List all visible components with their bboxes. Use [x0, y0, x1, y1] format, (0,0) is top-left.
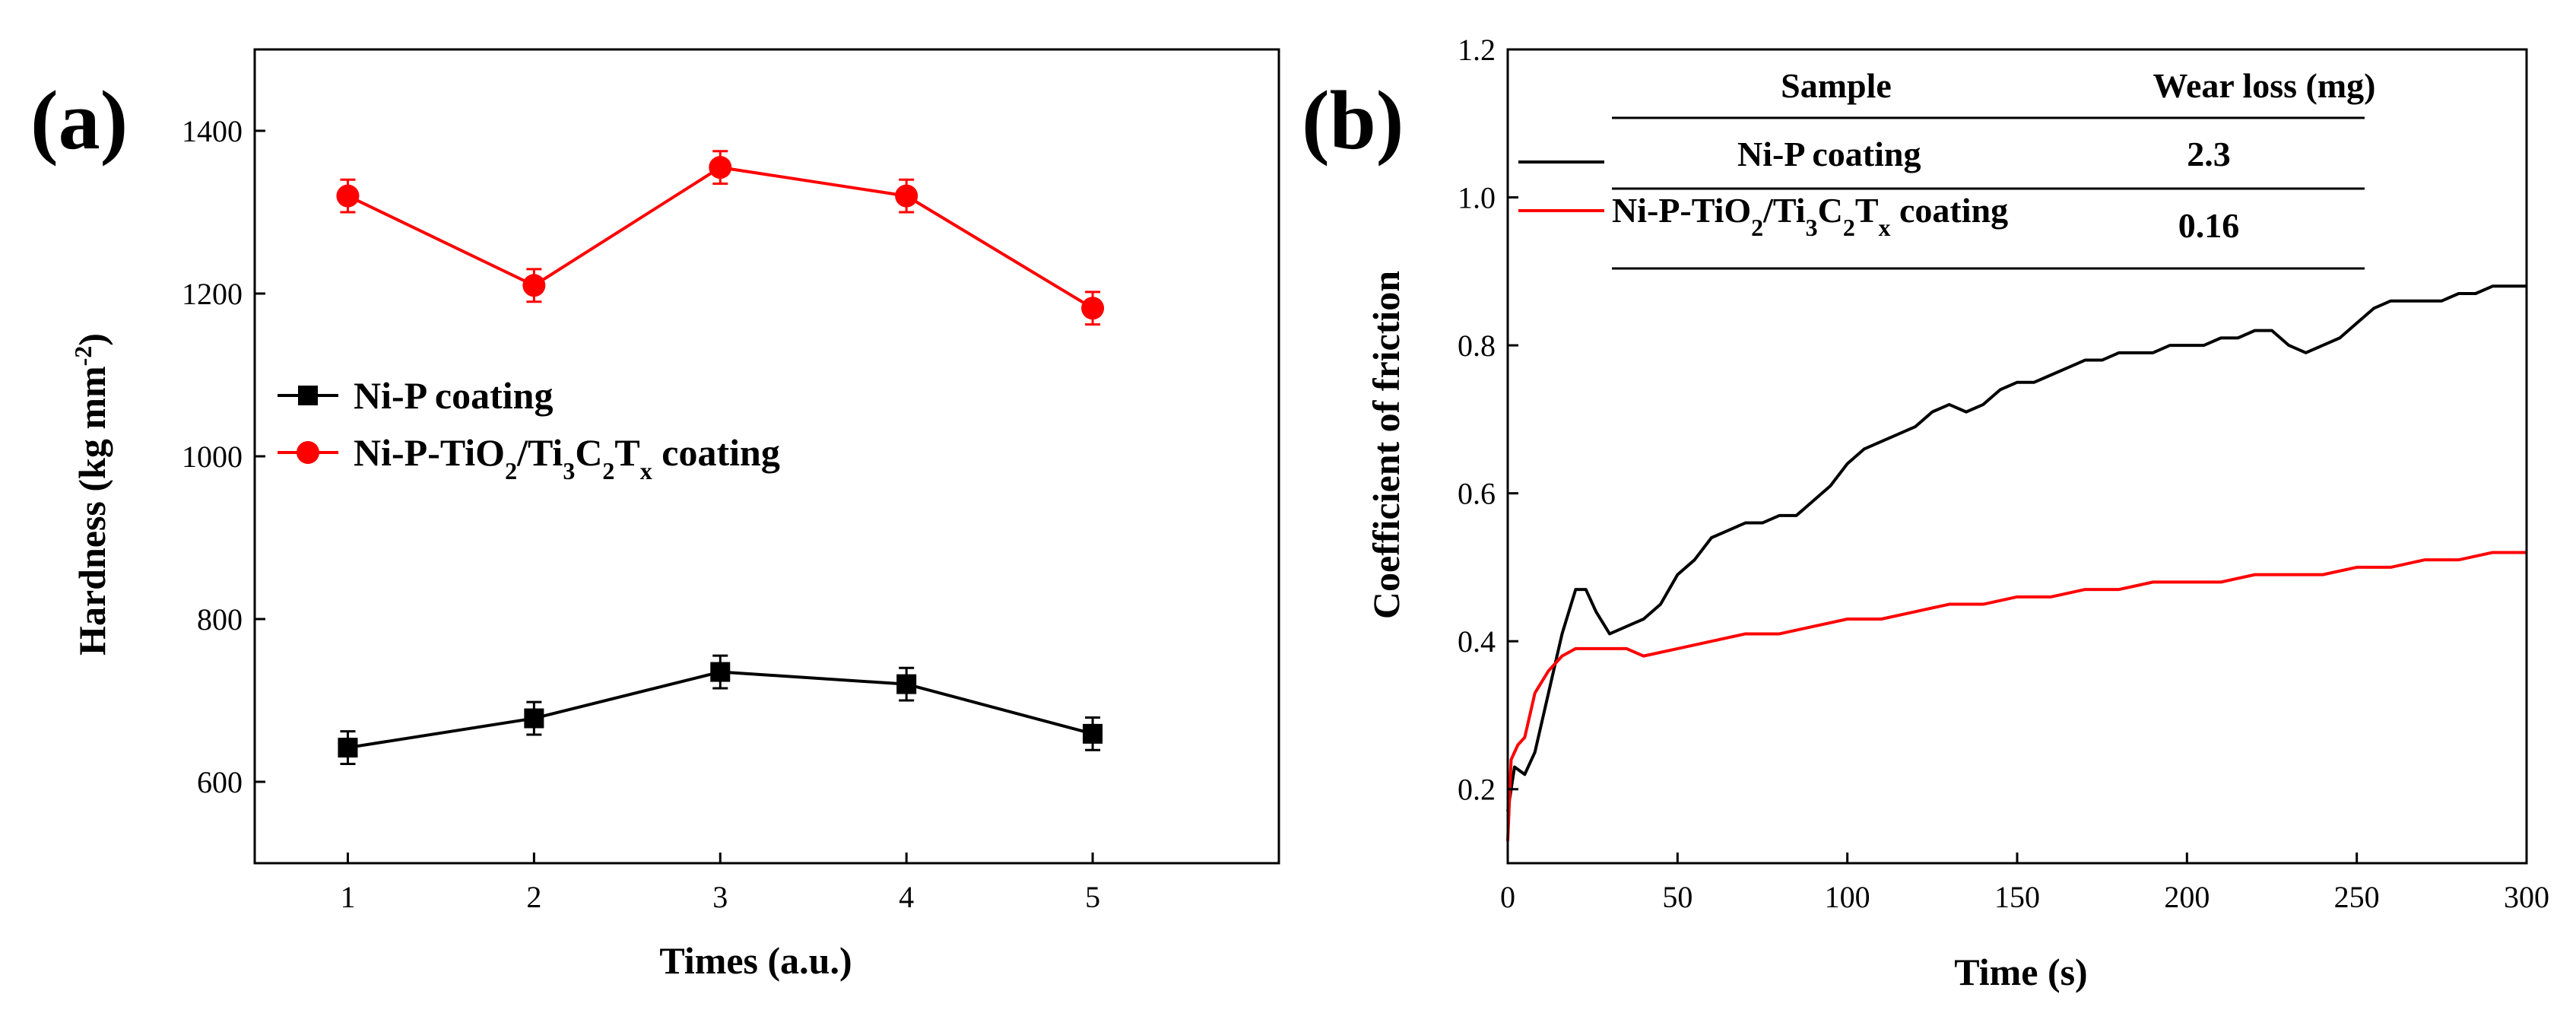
legend-label-0: Ni-P coating: [354, 374, 553, 417]
x-tick-label-5: 5: [1085, 880, 1100, 914]
legend-marker-1: [297, 441, 319, 464]
friction-curve-0: [1506, 284, 2527, 812]
x-tick-label-2: 2: [526, 880, 541, 914]
legend-label-1-part-3: 3: [563, 457, 575, 484]
y-tick-label-3: 0.8: [1458, 329, 1496, 363]
friction-curve-1: [1506, 551, 2527, 841]
legend-label-1-part-2: /Ti: [516, 431, 563, 474]
table-sample-1-part-2: /Ti: [1762, 191, 1806, 230]
table-sample-1-part-5: 2: [1843, 214, 1855, 241]
y-title-sup: -2: [69, 346, 97, 367]
panel-b-table: Sample Wear loss (mg) Ni-P coating 2.3 Ni-P-…: [1518, 66, 2376, 270]
x-tick-label-50: 50: [1662, 880, 1692, 914]
legend-label-1-part-7: x: [640, 457, 652, 484]
legend-marker-0: [298, 386, 318, 405]
panel-a-x-axis-title: Times (a.u.): [659, 939, 852, 982]
legend-label-1-part-4: C: [575, 431, 602, 474]
x-tick-label-200: 200: [2164, 880, 2210, 914]
x-tick-label-150: 150: [1994, 880, 2040, 914]
plot-frame: [1506, 48, 2528, 865]
panel-b-x-axis-title: Time (s): [1954, 951, 2087, 993]
table-sample-1-part-7: x: [1879, 214, 1891, 241]
y-tick-label-0: 0.2: [1458, 773, 1496, 807]
table-sample-1-part-6: T: [1855, 191, 1879, 230]
y-tick-label-1000: 1000: [182, 440, 243, 474]
legend-label-0-part-0: Ni-P coating: [354, 374, 553, 417]
y-tick-label-1400: 1400: [182, 114, 243, 148]
table-sample-1: Ni-P-TiO2/Ti3C2Tx coating: [1612, 191, 2008, 241]
y-tick-label-600: 600: [197, 765, 243, 799]
y-tick-label-2: 0.6: [1458, 477, 1496, 511]
x-tick-label-1: 1: [340, 880, 355, 914]
x-tick-label-0: 0: [1500, 880, 1515, 914]
data-point-0-3: [896, 674, 917, 694]
table-sample-1-part-4: C: [1818, 191, 1843, 230]
y-tick-label-800: 800: [197, 602, 243, 637]
data-point-0-2: [710, 662, 731, 682]
legend-label-1-part-0: Ni-P-TiO: [354, 431, 505, 474]
table-header-sample: Sample: [1781, 66, 1892, 105]
y-title-tail: ): [71, 333, 113, 346]
panel-b-label: (b): [1302, 74, 1404, 167]
table-sample-1-part-0: Ni-P-TiO: [1612, 191, 1751, 230]
legend-label-1-part-5: 2: [602, 457, 614, 484]
legend-label-1: Ni-P-TiO2/Ti3C2Tx coating: [354, 431, 780, 484]
data-point-0-1: [524, 708, 544, 729]
y-title-main: Hardness (kg mm: [71, 366, 113, 656]
data-point-1-1: [522, 274, 546, 297]
table-sample-1-part-1: 2: [1751, 214, 1763, 241]
table-sample-1-part-3: 3: [1806, 214, 1818, 241]
panel-a-y-axis-title: Hardness (kg mm-2): [69, 333, 113, 656]
y-tick-label-1: 0.4: [1458, 624, 1496, 659]
series-line-1: [347, 166, 1094, 310]
table-sample-1-part-8: coating: [1891, 191, 2009, 230]
panel-a-label: (a): [30, 74, 128, 167]
data-point-1-2: [709, 156, 732, 179]
y-tick-label-4: 1.0: [1458, 181, 1496, 215]
table-wear-loss-1: 0.16: [2178, 206, 2240, 245]
data-point-0-4: [1083, 723, 1103, 744]
table-wear-loss-0: 2.3: [2187, 135, 2231, 173]
data-point-1-4: [1081, 297, 1105, 320]
panel-b-plot: 0 50 100 150 200 250 300 0.2 0.4 0.6 0.8 1.0 1.2: [1458, 33, 2549, 914]
table-header-wear-loss: Wear loss (mg): [2152, 66, 2375, 105]
legend-label-1-part-6: T: [614, 431, 639, 474]
data-point-1-0: [336, 184, 360, 208]
x-tick-label-300: 300: [2504, 880, 2549, 914]
data-point-1-3: [895, 184, 918, 208]
data-point-0-0: [338, 738, 358, 758]
table-sample-0: Ni-P coating: [1737, 135, 1921, 173]
legend-label-1-part-8: coating: [652, 431, 780, 474]
table-sample-0-part-0: Ni-P coating: [1737, 135, 1921, 173]
y-tick-label-1200: 1200: [182, 277, 243, 311]
panel-b: (b) 0 50 100 150 200 250 300 0.2 0.4 0.6 0.8 1.0 1.2…: [1302, 33, 2549, 993]
x-tick-label-4: 4: [899, 880, 914, 914]
x-tick-label-250: 250: [2334, 880, 2380, 914]
legend-label-1-part-1: 2: [505, 457, 517, 484]
x-tick-label-100: 100: [1825, 880, 1870, 914]
x-tick-label-3: 3: [712, 880, 728, 914]
y-tick-label-5: 1.2: [1458, 33, 1496, 67]
panel-b-y-axis-title: Coefficient of friction: [1365, 271, 1407, 619]
